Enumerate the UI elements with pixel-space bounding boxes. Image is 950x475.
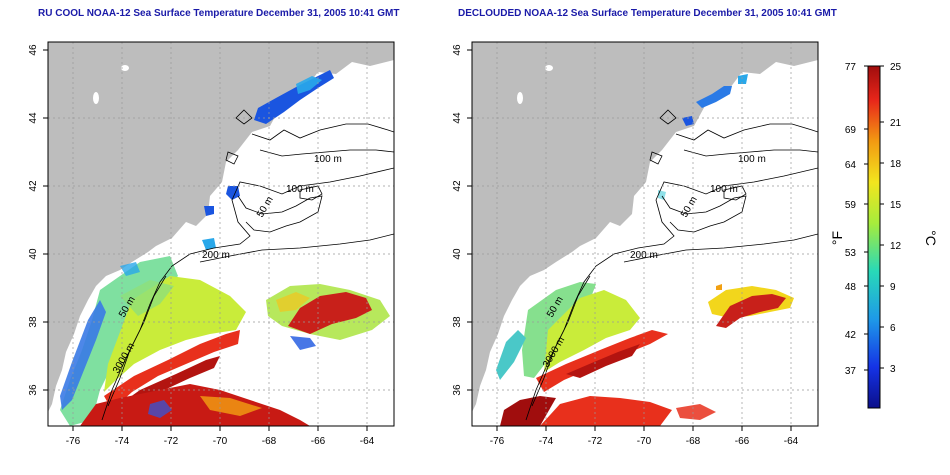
right-sst-warm-patch xyxy=(676,404,716,420)
right-sst-cold-patch xyxy=(682,116,694,126)
right-x-axis: -76 -74 -72 -70 -68 -66 -64 xyxy=(490,426,799,447)
colorbar-f-tick: 48 xyxy=(845,282,857,293)
colorbar-c-tick: 15 xyxy=(890,200,902,211)
right-contour-label: 200 m xyxy=(630,250,658,261)
left-grid-lines xyxy=(48,42,394,426)
lon-tick-label: -66 xyxy=(311,436,326,447)
left-sst-cold-patch xyxy=(204,206,214,216)
lon-tick-label: -72 xyxy=(164,436,179,447)
left-sst-eddy-edge xyxy=(276,292,310,312)
lon-tick-label: -76 xyxy=(490,436,505,447)
right-land-mass xyxy=(472,42,818,412)
lon-tick-label: -74 xyxy=(115,436,130,447)
lat-tick-label: 44 xyxy=(28,112,39,124)
colorbar-c-tick: 3 xyxy=(890,364,896,375)
left-lake xyxy=(121,65,129,71)
colorbar-f-tick: 59 xyxy=(845,200,857,211)
colorbar-celsius-label: °C xyxy=(923,230,939,246)
left-y-axis: 46 44 42 40 38 36 xyxy=(28,44,48,396)
lat-tick-label: 40 xyxy=(452,248,463,260)
left-sst-coastal-cold xyxy=(60,300,106,410)
lon-tick-label: -72 xyxy=(588,436,603,447)
lat-tick-label: 36 xyxy=(28,384,39,396)
left-bathymetry-contours xyxy=(101,109,394,421)
right-map-frame xyxy=(471,41,819,427)
right-sst-slope-water xyxy=(544,290,640,372)
right-panel-title: DECLOUDED NOAA-12 Sea Surface Temperatur… xyxy=(458,8,837,19)
left-contour-label: 200 m xyxy=(202,250,230,261)
right-sst-cold-patch xyxy=(738,74,748,84)
left-lake xyxy=(93,92,99,104)
lat-tick-label: 38 xyxy=(28,316,39,328)
lon-tick-label: -74 xyxy=(539,436,554,447)
left-contour-label: 100 m xyxy=(314,154,342,165)
lon-tick-label: -68 xyxy=(262,436,277,447)
lat-tick-label: 46 xyxy=(28,44,39,56)
right-map-panel: 100 m 100 m 50 m 200 m 50 m 3000 m -76 -… xyxy=(452,41,819,447)
lon-tick-label: -76 xyxy=(66,436,81,447)
right-sst-cold-patch xyxy=(696,86,732,108)
left-map-frame xyxy=(47,41,395,427)
lat-tick-label: 36 xyxy=(452,384,463,396)
left-map-panel: 100 m 100 m 50 m 200 m 50 m 3000 m -76 -… xyxy=(28,41,395,447)
lon-tick-label: -66 xyxy=(735,436,750,447)
lon-tick-label: -64 xyxy=(360,436,375,447)
colorbar-gradient xyxy=(867,65,881,409)
colorbar-f-tick: 42 xyxy=(845,330,857,341)
colorbar-c-tick: 21 xyxy=(890,118,902,129)
left-sst-cold-patch xyxy=(290,336,316,350)
left-sst-cold-patch xyxy=(120,262,140,276)
colorbar: 77 69 64 59 53 48 42 37 25 21 18 15 12 9… xyxy=(829,62,939,409)
lat-tick-label: 44 xyxy=(452,112,463,124)
colorbar-c-tick: 25 xyxy=(890,62,902,73)
right-sst-eddy-tail xyxy=(716,284,722,290)
left-sst-cold-patch xyxy=(296,76,322,94)
lon-tick-label: -70 xyxy=(637,436,652,447)
left-sst-cold-patch xyxy=(202,238,216,250)
colorbar-c-tick: 9 xyxy=(890,282,896,293)
right-lake xyxy=(545,65,553,71)
left-sst-eddy-core xyxy=(288,292,372,334)
left-sst-warm-region xyxy=(200,396,262,416)
left-sst-gulf-stream xyxy=(104,330,240,410)
right-bathymetry-contours xyxy=(525,109,818,421)
right-sst-coastal-cool xyxy=(496,330,526,380)
colorbar-f-tick: 37 xyxy=(845,366,857,377)
right-y-axis: 46 44 42 40 38 36 xyxy=(452,44,472,396)
left-land-mass xyxy=(48,42,394,412)
lon-tick-label: -64 xyxy=(784,436,799,447)
left-x-axis: -76 -74 -72 -70 -68 -66 -64 xyxy=(66,426,375,447)
colorbar-c-tick: 12 xyxy=(890,241,902,252)
left-sst-scattered-cloud-edge xyxy=(148,400,172,418)
right-sst-gulf-stream-core xyxy=(566,344,640,378)
right-contour-label: 100 m xyxy=(710,184,738,195)
colorbar-c-tick: 18 xyxy=(890,159,902,170)
colorbar-f-tick: 53 xyxy=(845,248,857,259)
right-sst-warm-region xyxy=(540,396,672,426)
lat-tick-label: 38 xyxy=(452,316,463,328)
left-sst-warm-region xyxy=(80,384,310,426)
right-grid-lines xyxy=(472,42,818,426)
left-panel-title: RU COOL NOAA-12 Sea Surface Temperature … xyxy=(38,8,400,19)
colorbar-c-tick: 6 xyxy=(890,323,896,334)
right-contour-label: 100 m xyxy=(738,154,766,165)
colorbar-f-tick: 64 xyxy=(845,160,857,171)
lon-tick-label: -70 xyxy=(213,436,228,447)
left-contour-label: 100 m xyxy=(286,184,314,195)
right-sst-warm-region xyxy=(500,396,556,426)
right-sst-cold-patch xyxy=(658,190,666,200)
lat-tick-label: 42 xyxy=(452,180,463,192)
left-sst-slope-water xyxy=(120,280,174,316)
colorbar-f-tick: 69 xyxy=(845,125,857,136)
lon-tick-label: -68 xyxy=(686,436,701,447)
lat-tick-label: 46 xyxy=(452,44,463,56)
colorbar-f-tick: 77 xyxy=(845,62,857,73)
colorbar-fahrenheit-label: °F xyxy=(829,231,845,245)
right-sst-eddy-core xyxy=(716,294,786,328)
right-lake xyxy=(517,92,523,104)
lat-tick-label: 42 xyxy=(28,180,39,192)
lat-tick-label: 40 xyxy=(28,248,39,260)
